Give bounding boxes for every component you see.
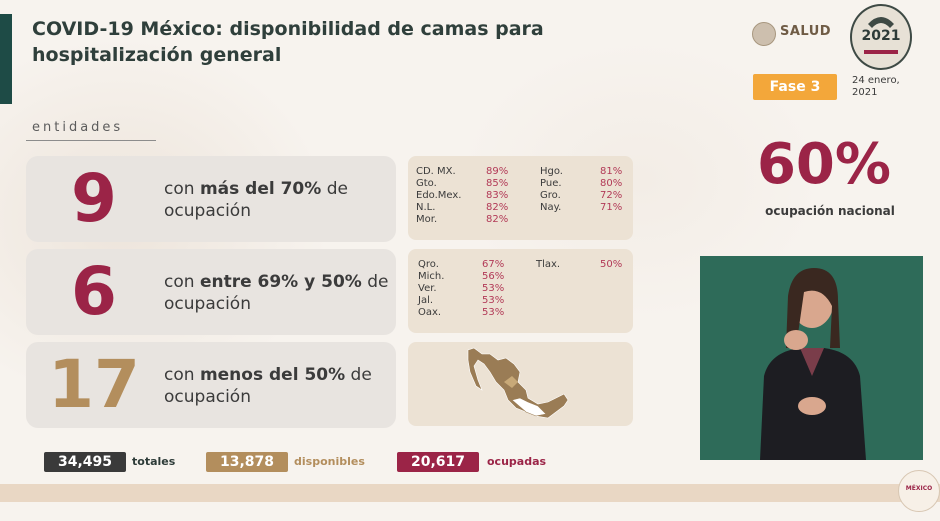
state-row: Oax. 53% bbox=[418, 307, 518, 319]
report-date-line2: 2021 bbox=[852, 87, 878, 98]
group-text-post: de ocupación bbox=[164, 272, 389, 314]
national-occupancy-value: 60% bbox=[756, 132, 892, 197]
state-name: Ver. bbox=[418, 283, 437, 294]
salud-logo-text: SALUD bbox=[780, 24, 832, 39]
state-row: Edo.Mex. 83% bbox=[416, 190, 516, 202]
total-beds-value: 34,495 bbox=[44, 452, 126, 472]
state-pct: 83% bbox=[486, 190, 509, 201]
group-text-post: de ocupación bbox=[164, 179, 348, 221]
year-2021-text: 2021 bbox=[861, 28, 901, 44]
state-pct: 53% bbox=[482, 307, 505, 318]
report-date: 24 enero, 2021 bbox=[852, 75, 932, 99]
state-column-2: Hgo. 81% Pue. 80% Gro. 72% Nay. 71% bbox=[540, 166, 630, 214]
state-name: N.L. bbox=[416, 202, 436, 213]
group-card-high: 9 con más del 70% de ocupación bbox=[26, 156, 396, 242]
group-text-pre: con bbox=[164, 179, 200, 199]
occupied-beds-value: 20,617 bbox=[397, 452, 479, 472]
coat-of-arms-icon bbox=[752, 22, 776, 46]
group-text-bold: entre 69% y 50% bbox=[199, 272, 362, 292]
state-pct: 53% bbox=[482, 295, 505, 306]
section-label: entidades bbox=[32, 120, 124, 135]
mexico-government-logo: MÉXICO bbox=[898, 470, 940, 512]
state-column-1: CD. MX. 89% Gto. 85% Edo.Mex. 83% N.L. 82% M… bbox=[416, 166, 516, 226]
occupied-beds-label: ocupadas bbox=[487, 455, 547, 468]
group-text-bold: más del 70% bbox=[199, 179, 322, 199]
group-card-low: 17 con menos del 50% de ocupación bbox=[26, 342, 396, 428]
state-name: Pue. bbox=[540, 178, 562, 189]
state-row: Mor. 82% bbox=[416, 214, 516, 226]
accent-bar bbox=[0, 14, 12, 104]
state-name: Edo.Mex. bbox=[416, 190, 462, 201]
mexico-map-icon bbox=[467, 347, 569, 419]
state-pct: 67% bbox=[482, 259, 505, 270]
state-row: Qro. 67% bbox=[418, 259, 518, 271]
state-row: Mich. 56% bbox=[418, 271, 518, 283]
state-row: Ver. 53% bbox=[418, 283, 518, 295]
state-list-high: CD. MX. 89% Gto. 85% Edo.Mex. 83% N.L. 82% M… bbox=[408, 156, 633, 240]
state-pct: 82% bbox=[486, 214, 509, 225]
state-pct: 89% bbox=[486, 166, 509, 177]
state-pct: 81% bbox=[600, 166, 623, 177]
state-pct: 53% bbox=[482, 283, 505, 294]
report-date-line1: 24 enero, bbox=[852, 75, 900, 86]
available-beds-label: disponibles bbox=[294, 455, 365, 468]
state-name: CD. MX. bbox=[416, 166, 456, 177]
occupancy-map-card bbox=[408, 342, 633, 426]
state-name: Tlax. bbox=[536, 259, 561, 270]
state-column-2: Tlax. 50% bbox=[536, 259, 626, 271]
state-name: Mor. bbox=[416, 214, 438, 225]
state-name: Hgo. bbox=[540, 166, 563, 177]
state-row: CD. MX. 89% bbox=[416, 166, 516, 178]
group-text-post: de ocupación bbox=[164, 365, 372, 407]
state-list-medium: Qro. 67% Mich. 56% Ver. 53% Jal. 53% Oax. 53%… bbox=[408, 249, 633, 333]
state-name: Nay. bbox=[540, 202, 562, 213]
state-pct: 82% bbox=[486, 202, 509, 213]
group-count: 9 bbox=[71, 160, 117, 237]
state-name: Mich. bbox=[418, 271, 445, 282]
salud-logo: SALUD bbox=[752, 20, 842, 48]
state-name: Qro. bbox=[418, 259, 439, 270]
interpreter-figure-icon bbox=[760, 268, 866, 460]
group-description: con más del 70% de ocupación bbox=[164, 178, 394, 222]
state-pct: 56% bbox=[482, 271, 505, 282]
group-card-medium: 6 con entre 69% y 50% de ocupación bbox=[26, 249, 396, 335]
footer-logo-text: MÉXICO bbox=[905, 485, 933, 492]
state-row: Nay. 71% bbox=[540, 202, 630, 214]
state-name: Gro. bbox=[540, 190, 561, 201]
section-divider bbox=[26, 140, 156, 141]
eagle-emblem-icon bbox=[864, 17, 898, 54]
state-row: Jal. 53% bbox=[418, 295, 518, 307]
group-count: 6 bbox=[71, 253, 117, 330]
state-name: Jal. bbox=[418, 295, 434, 306]
group-text-bold: menos del 50% bbox=[199, 365, 346, 385]
group-text-pre: con bbox=[164, 272, 200, 292]
sign-language-interpreter-video bbox=[700, 256, 923, 460]
group-description: con menos del 50% de ocupación bbox=[164, 364, 394, 408]
state-pct: 85% bbox=[486, 178, 509, 189]
state-row: Tlax. 50% bbox=[536, 259, 626, 271]
state-pct: 80% bbox=[600, 178, 623, 189]
state-row: Pue. 80% bbox=[540, 178, 630, 190]
state-name: Gto. bbox=[416, 178, 437, 189]
group-text-pre: con bbox=[164, 365, 200, 385]
total-beds-label: totales bbox=[132, 455, 176, 468]
year-2021-logo: 2021 bbox=[850, 4, 912, 70]
bottom-strip bbox=[0, 502, 940, 521]
state-pct: 72% bbox=[600, 190, 623, 201]
footer-bar bbox=[0, 484, 940, 502]
state-row: N.L. 82% bbox=[416, 202, 516, 214]
state-row: Hgo. 81% bbox=[540, 166, 630, 178]
state-row: Gro. 72% bbox=[540, 190, 630, 202]
national-occupancy-label: ocupación nacional bbox=[765, 204, 895, 218]
group-description: con entre 69% y 50% de ocupación bbox=[164, 271, 394, 315]
state-pct: 71% bbox=[600, 202, 623, 213]
page-title: COVID-19 México: disponibilidad de camas… bbox=[32, 18, 544, 66]
state-name: Oax. bbox=[418, 307, 442, 318]
phase-badge: Fase 3 bbox=[753, 74, 837, 100]
state-column-1: Qro. 67% Mich. 56% Ver. 53% Jal. 53% Oax. 53% bbox=[418, 259, 518, 319]
state-pct: 50% bbox=[600, 259, 623, 270]
group-count: 17 bbox=[48, 346, 140, 423]
available-beds-value: 13,878 bbox=[206, 452, 288, 472]
state-row: Gto. 85% bbox=[416, 178, 516, 190]
